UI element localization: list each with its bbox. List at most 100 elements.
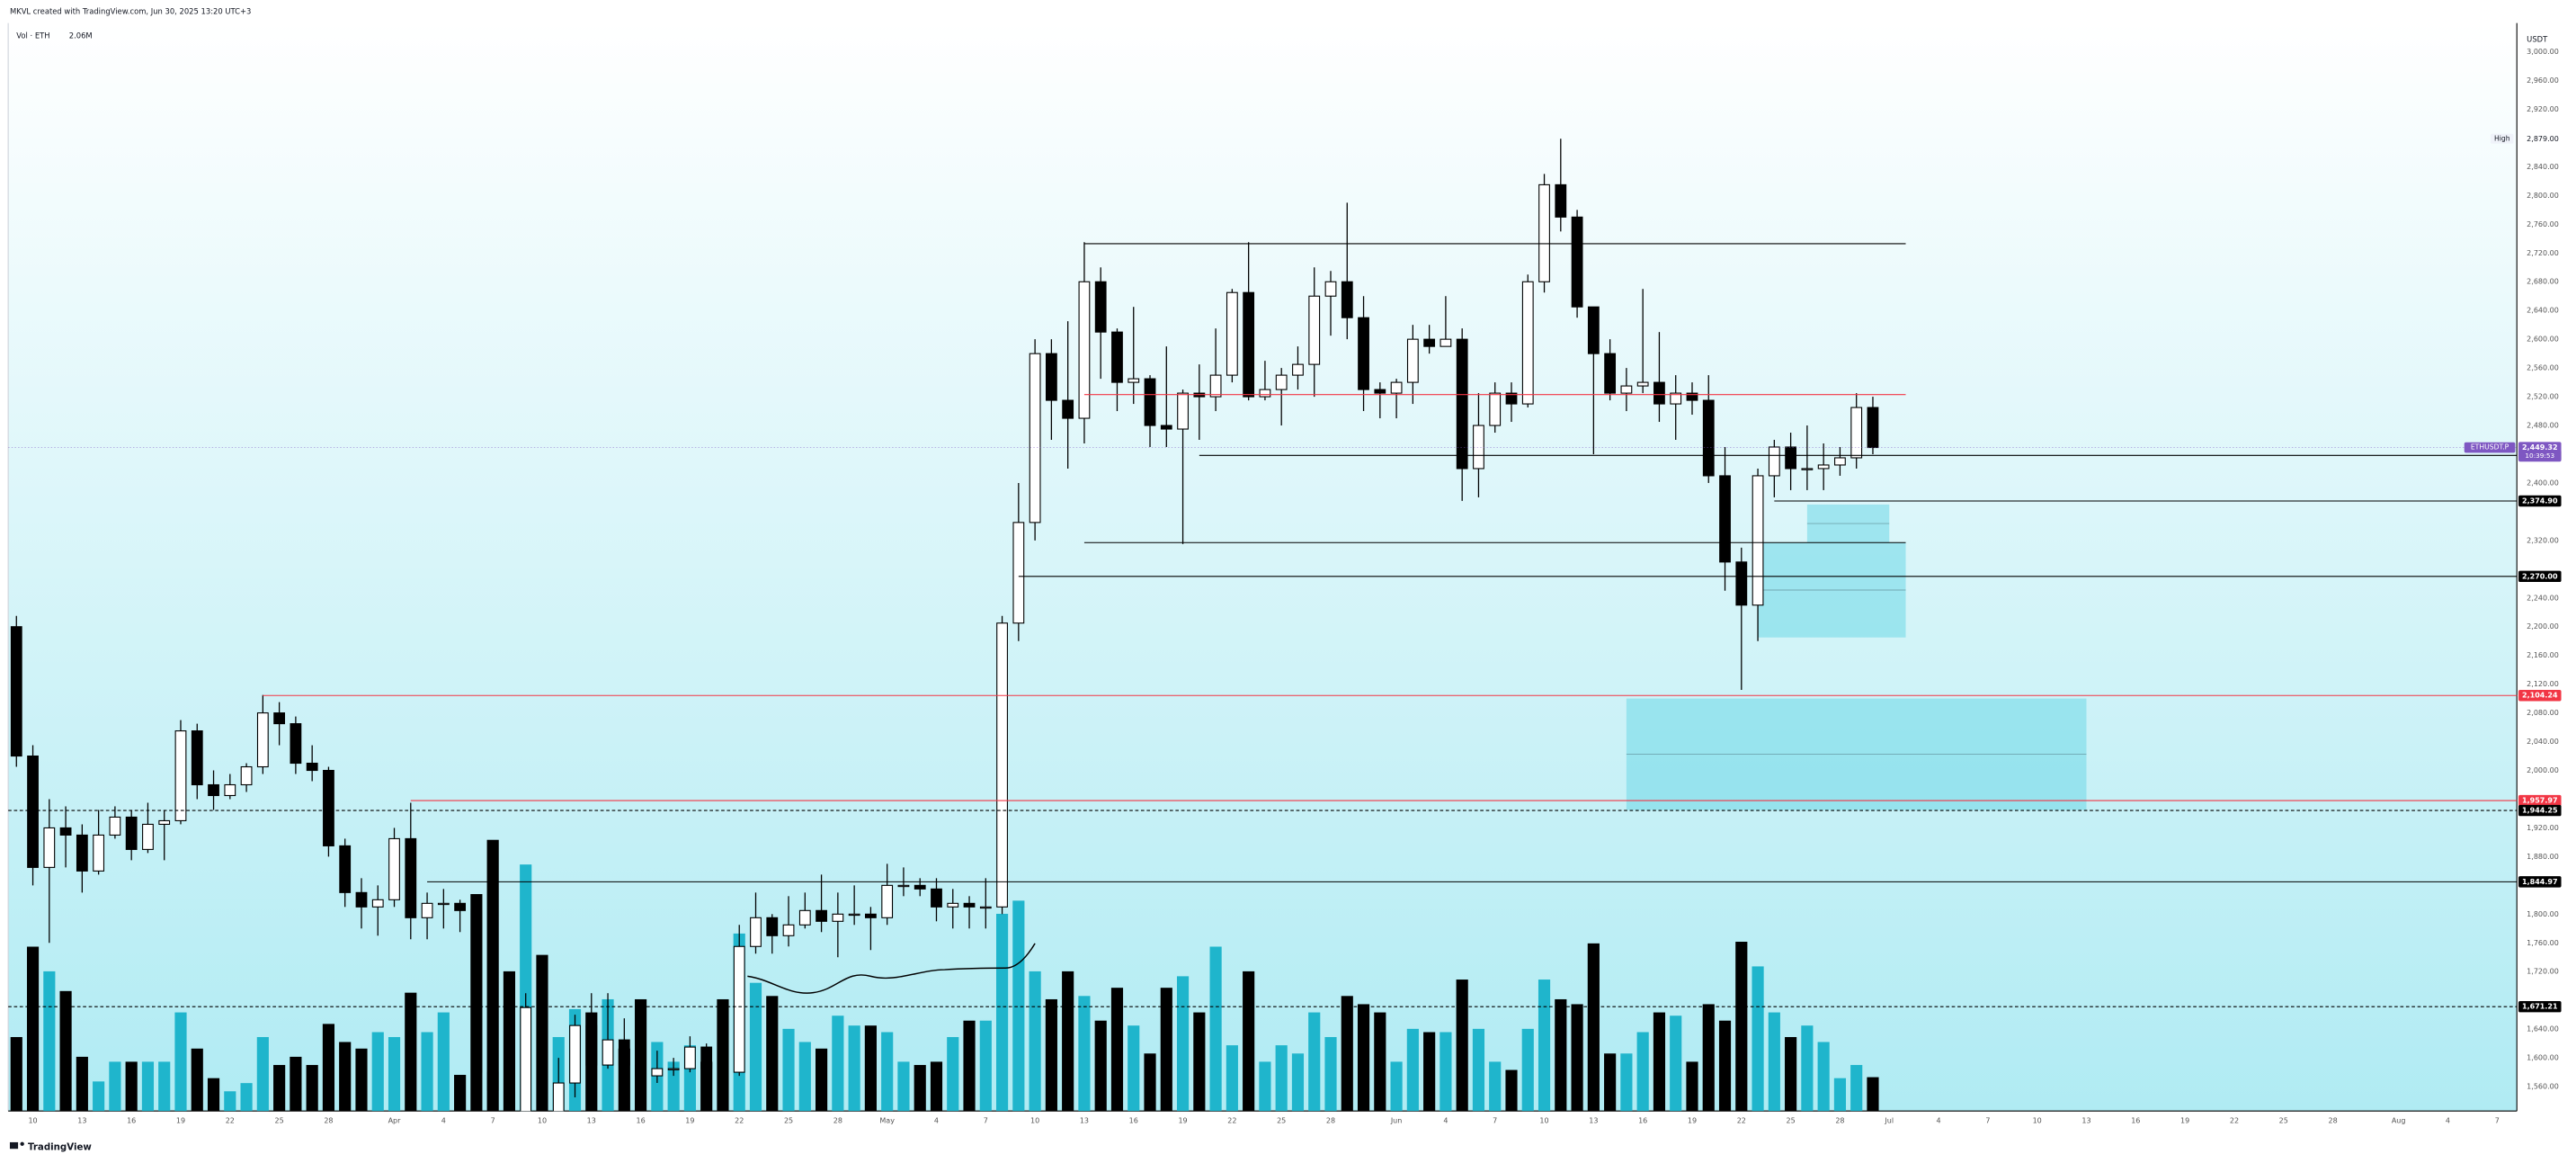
x-tick-label: 19 [685,1117,694,1125]
candle-body [405,837,417,918]
y-tick-label: 2,920.00 [2527,105,2559,113]
volume-bar [1587,943,1600,1112]
x-tick-label: 7 [984,1117,988,1125]
candle-body [1440,338,1452,347]
price-level-label: 2,374.90 [2522,497,2558,505]
volume-bar [1604,1053,1617,1112]
zone-box [1758,542,1906,638]
candle-body [437,902,450,906]
candle-body [1505,392,1518,405]
x-tick-label: 28 [324,1117,333,1125]
zone-box [1626,698,2087,810]
candle-body [1752,475,1764,606]
candle-body [76,834,88,872]
volume-bar [979,1020,992,1112]
price-level-label: 1,671.21 [2522,1003,2558,1011]
volume-bar [174,1012,187,1112]
volume-bar [93,1081,105,1112]
candle-body [1012,522,1025,624]
x-tick-label: 16 [636,1117,645,1125]
volume-bar [1456,980,1468,1112]
volume-bar [1850,1065,1863,1112]
x-tick-label: 22 [2230,1117,2239,1125]
volume-bar [1440,1032,1452,1112]
y-tick-label: 1,800.00 [2527,910,2559,918]
candle-body [1521,281,1534,405]
x-tick-label: 13 [587,1117,596,1125]
volume-bar [832,1015,844,1112]
x-tick-label: 22 [735,1117,744,1125]
candle-body [1062,399,1074,419]
volume-bar [1571,1004,1583,1112]
x-tick-label: 7 [1985,1117,1990,1125]
candle-body [1785,446,1797,470]
volume-bar [10,1036,22,1112]
y-tick-label: 2,240.00 [2527,594,2559,602]
volume-bar [256,1036,269,1112]
x-tick-label: Apr [388,1117,402,1125]
candle-body [1308,295,1321,365]
currency-label: USDT [2527,34,2548,43]
volume-bar [207,1078,220,1112]
candle-body [569,1024,581,1084]
x-tick-label: 25 [275,1117,284,1125]
candle-body [782,924,795,936]
candle-body [1094,281,1107,333]
volume-bar [1489,1061,1502,1112]
volume-bar [1275,1045,1288,1112]
candle-body [93,834,105,872]
volume-bar [125,1061,138,1112]
candle-body [1702,399,1715,477]
candle-body [635,1064,646,1077]
candle-body [832,913,844,922]
candle-body [1292,363,1304,376]
candle-body [651,1068,664,1077]
candle-body [816,909,827,922]
y-tick-label: 2,640.00 [2527,307,2559,315]
x-tick-label: 7 [1493,1117,1497,1125]
price-level-tag [2518,690,2562,702]
volume-bar [503,971,515,1112]
x-tick-label: 22 [1227,1117,1236,1125]
candle-body [1587,306,1600,354]
x-tick-label: 10 [2033,1117,2042,1125]
volume-bar [1735,942,1748,1112]
candle-body [585,1024,598,1066]
volume-bar [26,946,40,1112]
y-tick-label: 2,760.00 [2527,220,2559,228]
volume-bar [1259,1061,1271,1112]
volume-bar [667,1061,680,1112]
volume-bar [322,1024,335,1112]
x-tick-label: 16 [127,1117,136,1125]
x-tick-label: 25 [1277,1117,1286,1125]
candle-body [306,762,318,772]
candle-body [1029,353,1041,523]
candle-body [1801,468,1814,470]
volume-bar [914,1065,926,1112]
y-tick-label: 1,600.00 [2527,1054,2559,1062]
candle-body [290,723,302,765]
volume-bar [421,1032,433,1112]
volume-legend-name: Vol · ETH [16,31,49,40]
volume-bar [158,1061,171,1112]
volume-bar [1128,1025,1140,1112]
volume-bar [339,1042,352,1112]
logo-dot [20,1141,24,1146]
volume-bar [1029,971,1041,1112]
drawing-curve [747,943,1036,994]
candle-body [59,827,72,836]
volume-bar [1390,1061,1403,1112]
y-tick-label: 1,920.00 [2527,824,2559,832]
candle-body [1160,425,1172,430]
price-level-label: 2,104.24 [2522,692,2558,700]
volume-bar [1045,998,1057,1112]
volume-bar [1226,1045,1238,1112]
x-tick-label: Aug [2392,1117,2406,1125]
price-level-label: 2,270.00 [2522,572,2558,580]
candle-body [470,909,483,1073]
volume-bar [881,1032,894,1112]
x-tick-label: 7 [2495,1117,2500,1125]
candle-body [766,917,779,936]
price-level-tag [2518,804,2562,817]
candle-body [1850,407,1863,459]
